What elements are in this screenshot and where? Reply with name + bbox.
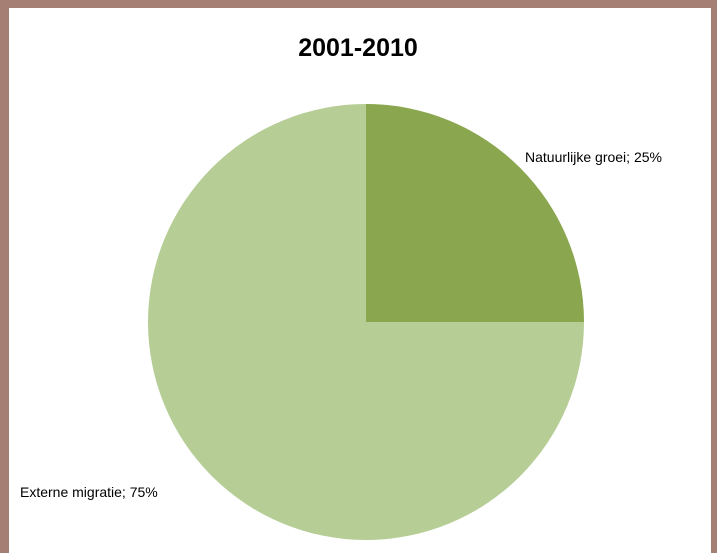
pie-slice-externe-migratie — [148, 104, 584, 540]
chart-area: 2001-2010 Natuurlijke groei; 25% Externe… — [9, 8, 711, 553]
chart-title: 2001-2010 — [298, 34, 418, 62]
pie-slices — [148, 104, 584, 540]
data-label-externe-migratie: Externe migratie; 75% — [20, 484, 158, 500]
pie-slice-natuurlijke-groei — [366, 104, 584, 322]
pie-chart: 2001-2010 Natuurlijke groei; 25% Externe… — [20, 34, 662, 540]
data-label-natuurlijke-groei: Natuurlijke groei; 25% — [525, 149, 662, 165]
